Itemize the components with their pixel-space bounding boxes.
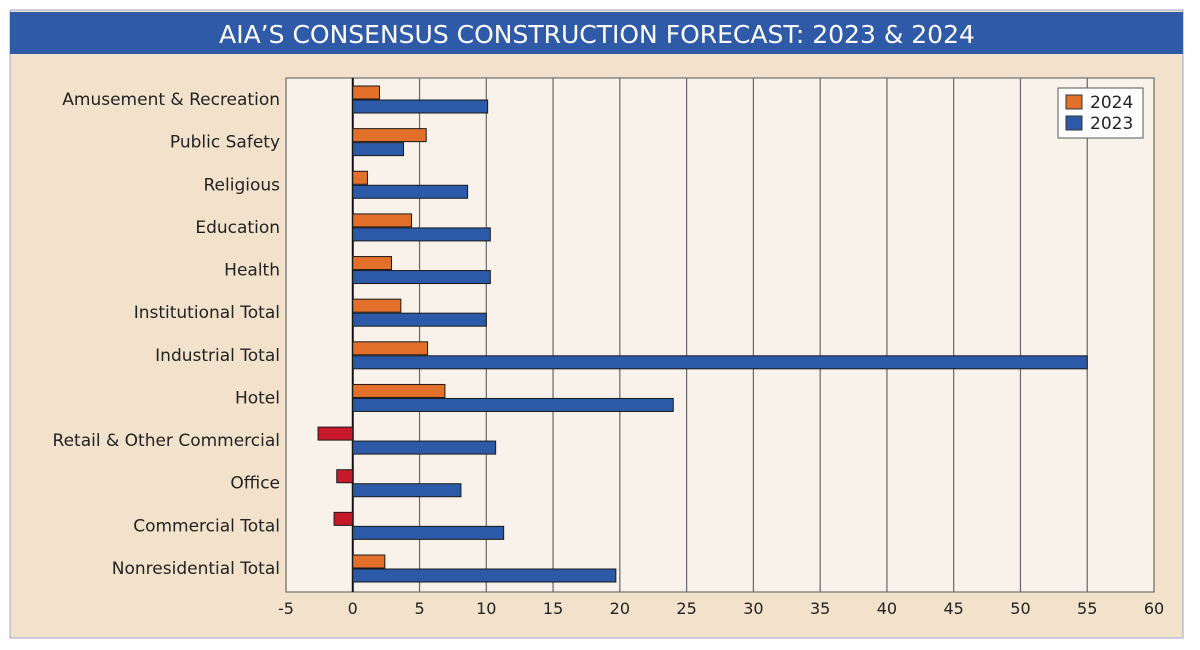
bar-2023 <box>352 99 489 114</box>
bar-2023 <box>352 525 505 540</box>
bar-2024 <box>352 128 427 143</box>
bar-2023 <box>352 270 491 285</box>
bar-2024 <box>352 256 392 271</box>
x-tick-label: 55 <box>1077 599 1097 618</box>
category-label: Hotel <box>235 388 280 408</box>
x-tick-label: 0 <box>348 599 358 618</box>
category-label: Public Safety <box>170 133 280 153</box>
bar-2024 <box>352 213 413 228</box>
bar-2023 <box>352 312 487 327</box>
x-tick-label: 45 <box>944 599 964 618</box>
bar-2023 <box>352 227 491 242</box>
plot-area <box>285 77 1155 593</box>
x-tick-label: 30 <box>743 599 763 618</box>
x-tick-label: 35 <box>810 599 830 618</box>
category-label: Nonresidential Total <box>112 559 280 579</box>
title-bar <box>10 12 1183 54</box>
bar-2023 <box>352 440 497 455</box>
bar-2024 <box>333 511 354 526</box>
category-label: Industrial Total <box>155 346 280 366</box>
x-tick-label: 25 <box>676 599 696 618</box>
category-label: Education <box>195 218 280 238</box>
x-tick-label: 50 <box>1010 599 1030 618</box>
legend-label: 2023 <box>1090 114 1133 134</box>
x-tick-label: 5 <box>414 599 424 618</box>
bar-2023 <box>352 568 617 583</box>
category-label: Institutional Total <box>134 303 280 323</box>
x-tick-label: -5 <box>278 599 294 618</box>
bar-2024 <box>317 426 354 441</box>
bar-2024 <box>352 341 429 356</box>
x-tick-label: 60 <box>1144 599 1164 618</box>
category-label: Religious <box>204 175 281 195</box>
bar-2024 <box>352 170 368 185</box>
x-tick-label: 40 <box>877 599 897 618</box>
bar-2023 <box>352 483 462 498</box>
bar-2024 <box>352 383 446 398</box>
x-tick-label: 10 <box>476 599 496 618</box>
legend-swatch <box>1065 115 1083 131</box>
category-label: Office <box>230 474 280 494</box>
category-label: Retail & Other Commercial <box>53 431 280 451</box>
bar-2024 <box>336 469 354 484</box>
chart-title: AIA’S CONSENSUS CONSTRUCTION FORECAST: 2… <box>219 20 975 49</box>
bar-2024 <box>352 298 402 313</box>
x-tick-label: 20 <box>610 599 630 618</box>
bar-2023 <box>352 184 469 199</box>
bar-2024 <box>352 85 380 100</box>
bar-2023 <box>352 355 1088 370</box>
legend-label: 2024 <box>1090 93 1133 113</box>
category-label: Health <box>224 261 280 281</box>
bar-2024 <box>352 554 386 569</box>
x-tick-label: 15 <box>543 599 563 618</box>
category-label: Commercial Total <box>133 516 280 536</box>
legend-swatch <box>1065 94 1083 110</box>
bar-2023 <box>352 142 405 157</box>
category-label: Amusement & Recreation <box>62 90 280 110</box>
bar-2023 <box>352 397 674 412</box>
